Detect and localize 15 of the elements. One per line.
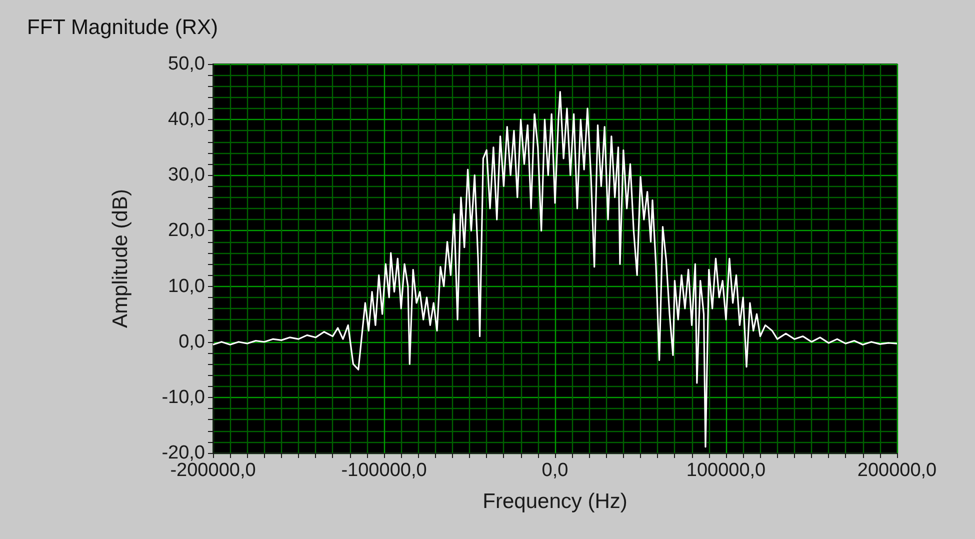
y-tick-label: 20,0 xyxy=(168,220,205,242)
x-axis-title: Frequency (Hz) xyxy=(482,490,628,513)
y-tick-label: 40,0 xyxy=(168,109,205,130)
y-tick-label: 50,0 xyxy=(168,54,205,74)
x-tick-label: 100000,0 xyxy=(686,460,766,481)
y-tick-label: -10,0 xyxy=(162,386,205,408)
x-tick-label: 0,0 xyxy=(542,460,568,481)
y-tick-label: 10,0 xyxy=(168,276,205,297)
y-tick-label: 0,0 xyxy=(178,331,205,352)
x-tick-label: 200000,0 xyxy=(857,460,937,481)
x-tick-label: -100000,0 xyxy=(341,460,427,481)
line-series xyxy=(212,90,898,448)
chart-title: FFT Magnitude (RX) xyxy=(27,16,218,39)
y-tick-label: 30,0 xyxy=(168,164,205,186)
y-axis-title: Amplitude (dB) xyxy=(109,189,132,328)
